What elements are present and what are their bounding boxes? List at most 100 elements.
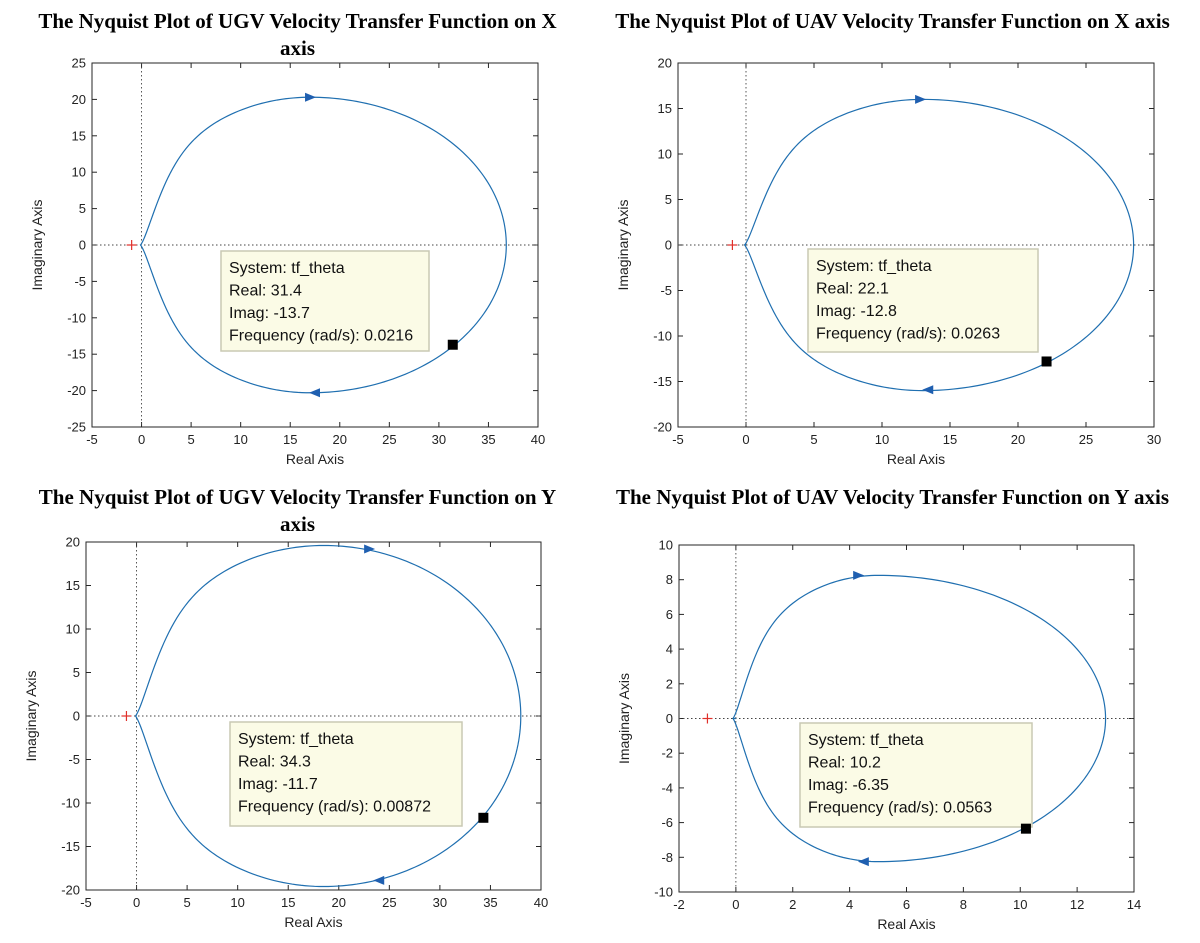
y-tick-label: 15: [72, 128, 86, 143]
y-tick-label: -15: [653, 374, 672, 389]
x-tick-label: 10: [875, 432, 889, 447]
y-tick-label: -10: [61, 796, 80, 811]
data-tip: System: tf_theta Real: 10.2 Imag: -6.35 Fre…: [799, 722, 1033, 828]
nyquist-curve: [743, 98, 1135, 392]
x-tick-label: 5: [183, 895, 190, 910]
data-tip-imag: Imag: -11.7: [238, 776, 318, 793]
data-tip-box: [229, 721, 463, 827]
selected-point-marker: [447, 339, 458, 350]
y-tick-label: 10: [658, 147, 672, 162]
x-tick-label: 8: [960, 897, 967, 912]
y-tick-label: -20: [61, 883, 80, 898]
axes-frame: [91, 62, 539, 428]
x-tick-label: 15: [283, 432, 297, 447]
y-tick-label: -5: [74, 274, 86, 289]
x-tick-label: 2: [789, 897, 796, 912]
data-tip-system: System: tf_theta: [816, 258, 932, 275]
x-tick-label: 20: [332, 895, 346, 910]
y-tick-label: -4: [661, 780, 673, 795]
x-tick-label: 0: [133, 895, 140, 910]
y-tick-label: 10: [66, 622, 80, 637]
y-tick-label: -8: [661, 850, 673, 865]
data-tip-box: [220, 250, 430, 352]
data-tip-real: Real: 22.1: [816, 281, 889, 298]
data-tip-box: [807, 248, 1039, 353]
y-tick-label: -2: [661, 746, 673, 761]
y-tick-label: -20: [653, 420, 672, 435]
data-tip-real: Real: 31.4: [229, 283, 302, 300]
x-tick-label: 14: [1127, 897, 1141, 912]
data-tip: System: tf_theta Real: 22.1 Imag: -12.8 Fre…: [807, 248, 1039, 353]
chart-title-2: The Nyquist Plot of UAV Velocity Transfe…: [615, 9, 1170, 33]
x-tick-label: 4: [846, 897, 853, 912]
x-tick-label: 40: [531, 432, 545, 447]
y-tick-label: 0: [665, 238, 672, 253]
y-tick-label: 6: [666, 607, 673, 622]
y-axis-label: Imaginary Axis: [616, 673, 632, 764]
x-axis-label: Real Axis: [286, 451, 344, 467]
y-tick-label: 10: [72, 165, 86, 180]
data-tip-system: System: tf_theta: [238, 731, 354, 748]
nyquist-curve: [732, 574, 1107, 863]
data-tip-box: [799, 722, 1033, 828]
y-tick-label: -5: [68, 752, 80, 767]
x-tick-label: 10: [230, 895, 244, 910]
selected-point-marker: [1020, 823, 1031, 834]
data-tip-frequency: Frequency (rad/s): 0.0216: [229, 328, 413, 345]
data-tip-imag: Imag: -13.7: [229, 305, 310, 322]
y-tick-label: -25: [67, 420, 86, 435]
x-tick-label: 15: [281, 895, 295, 910]
y-tick-label: -20: [67, 383, 86, 398]
axes-frame: [85, 541, 542, 891]
x-tick-label: 25: [382, 895, 396, 910]
x-tick-label: 25: [382, 432, 396, 447]
chart-title-1: The Nyquist Plot of UGV Velocity Transfe…: [38, 9, 557, 60]
x-tick-label: 35: [483, 895, 497, 910]
x-tick-label: 30: [432, 432, 446, 447]
x-axis-label: Real Axis: [284, 914, 342, 930]
nyquist-curve: [134, 544, 522, 888]
x-tick-label: 0: [138, 432, 145, 447]
y-axis-label: Imaginary Axis: [29, 199, 45, 290]
y-axis-label: Imaginary Axis: [615, 199, 631, 290]
y-tick-label: 0: [79, 238, 86, 253]
y-tick-label: -6: [661, 815, 673, 830]
direction-arrow-marker: [922, 385, 934, 395]
x-axis-label: Real Axis: [877, 916, 935, 932]
y-tick-label: -10: [654, 885, 673, 900]
y-tick-label: 0: [666, 711, 673, 726]
y-tick-label: 5: [665, 192, 672, 207]
y-tick-label: 0: [73, 709, 80, 724]
y-tick-label: 15: [66, 578, 80, 593]
selected-point-marker: [478, 812, 489, 823]
data-tip: System: tf_theta Real: 34.3 Imag: -11.7 Fre…: [229, 721, 463, 827]
chart-title-3: The Nyquist Plot of UGV Velocity Transfe…: [38, 485, 557, 536]
data-tip-system: System: tf_theta: [808, 732, 924, 749]
data-tip-real: Real: 34.3: [238, 754, 311, 771]
data-tip-imag: Imag: -6.35: [808, 777, 889, 794]
y-tick-label: -5: [660, 283, 672, 298]
y-tick-label: 20: [658, 56, 672, 71]
direction-arrow-marker: [857, 857, 869, 867]
direction-arrow-marker: [853, 570, 865, 580]
y-tick-label: 20: [72, 92, 86, 107]
selected-point-marker: [1041, 356, 1052, 367]
x-tick-label: 10: [1013, 897, 1027, 912]
x-tick-label: 20: [1011, 432, 1025, 447]
x-tick-label: -2: [673, 897, 685, 912]
data-tip-frequency: Frequency (rad/s): 0.00872: [238, 799, 431, 816]
data-tip-imag: Imag: -12.8: [816, 303, 897, 320]
data-tip: System: tf_theta Real: 31.4 Imag: -13.7 Fre…: [220, 250, 430, 352]
x-tick-label: 40: [534, 895, 548, 910]
direction-arrow-marker: [364, 544, 376, 554]
x-tick-label: 12: [1070, 897, 1084, 912]
chart-title-4: The Nyquist Plot of UAV Velocity Transfe…: [615, 485, 1170, 509]
y-axis-label: Imaginary Axis: [23, 670, 39, 761]
y-tick-label: 25: [72, 56, 86, 71]
y-tick-label: 10: [659, 538, 673, 553]
x-tick-label: 5: [810, 432, 817, 447]
x-axis-label: Real Axis: [887, 451, 945, 467]
y-tick-label: 20: [66, 535, 80, 550]
